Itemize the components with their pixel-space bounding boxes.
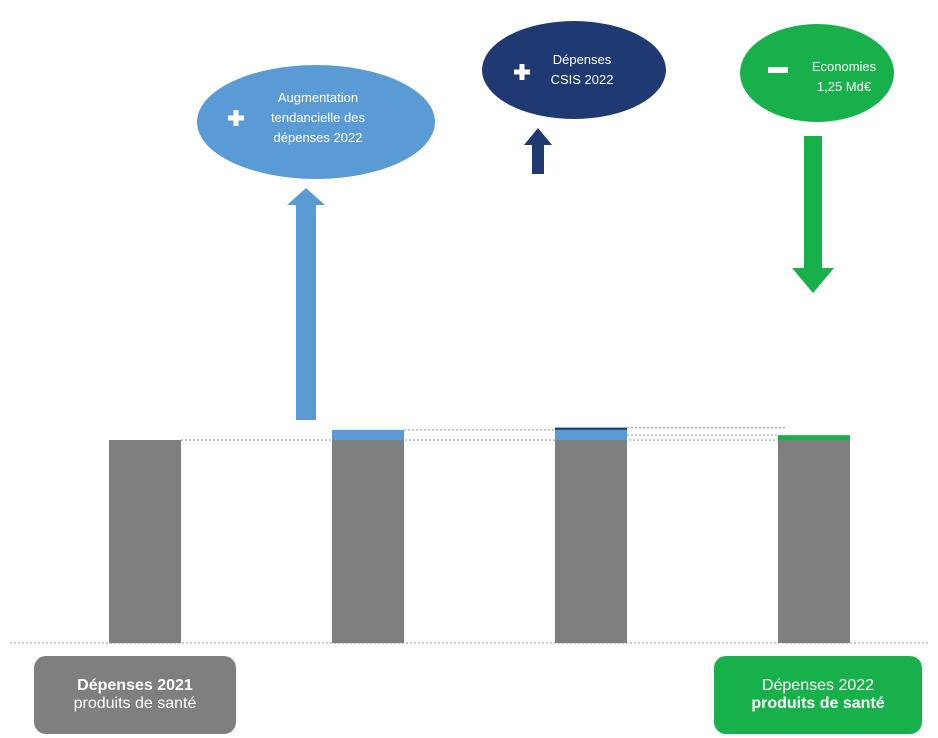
minus-icon — [768, 67, 788, 73]
bar-final-increase — [778, 435, 850, 440]
plus-icon — [514, 64, 530, 80]
label-plus-2-4: +2,4%* — [788, 359, 841, 376]
bar-increase-tendancielle — [332, 429, 404, 440]
label-plus-1-1: +1,1% — [568, 156, 614, 173]
bar-base-3 — [555, 440, 627, 643]
bar-increase-tendancielle-2 — [555, 429, 627, 440]
bubble-economies — [740, 24, 894, 122]
label-plus-5: +5% — [348, 332, 389, 354]
arrow-up-csis — [524, 128, 552, 174]
bar-base-4 — [778, 440, 850, 643]
bar-base-1 — [109, 440, 181, 643]
bubble-csis-text: Dépenses CSIS 2022 — [551, 52, 614, 87]
bar-increase-csis — [555, 427, 627, 430]
footer-label-2022: Dépenses 2022 produits de santé — [714, 656, 922, 734]
bubble-economies-text: Economies 1,25 Md€ — [812, 59, 877, 94]
arrow-down-economies — [792, 136, 834, 293]
plus-icon — [228, 110, 244, 126]
bubble-csis — [482, 21, 666, 119]
bubble-augmentation-text: Augmentation tendancielle des dépenses 202… — [271, 90, 365, 145]
footer-label-2021: Dépenses 2021 produits de santé — [34, 656, 236, 734]
footer-label-2022-line1: Dépenses 2022 — [761, 677, 875, 694]
footer-label-2022-line2: produits de santé — [751, 695, 885, 712]
bubble-augmentation — [197, 65, 435, 179]
arrow-up-tendancielle — [287, 188, 325, 420]
bar-base-2 — [332, 440, 404, 643]
footer-label-2021-line2: produits de santé — [73, 695, 197, 712]
footer-label-2021-line1: Dépenses 2021 — [77, 677, 193, 694]
